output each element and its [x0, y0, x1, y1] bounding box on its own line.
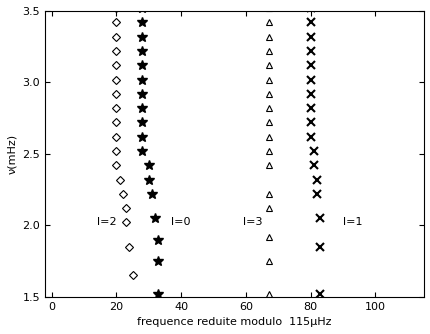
Text: l=2: l=2	[97, 217, 116, 227]
Text: l=3: l=3	[242, 217, 261, 227]
Y-axis label: ν(mHz): ν(mHz)	[7, 134, 17, 174]
Text: l=0: l=0	[171, 217, 190, 227]
X-axis label: frequence reduite modulo  115μHz: frequence reduite modulo 115μHz	[137, 317, 331, 327]
Text: l=1: l=1	[342, 217, 362, 227]
